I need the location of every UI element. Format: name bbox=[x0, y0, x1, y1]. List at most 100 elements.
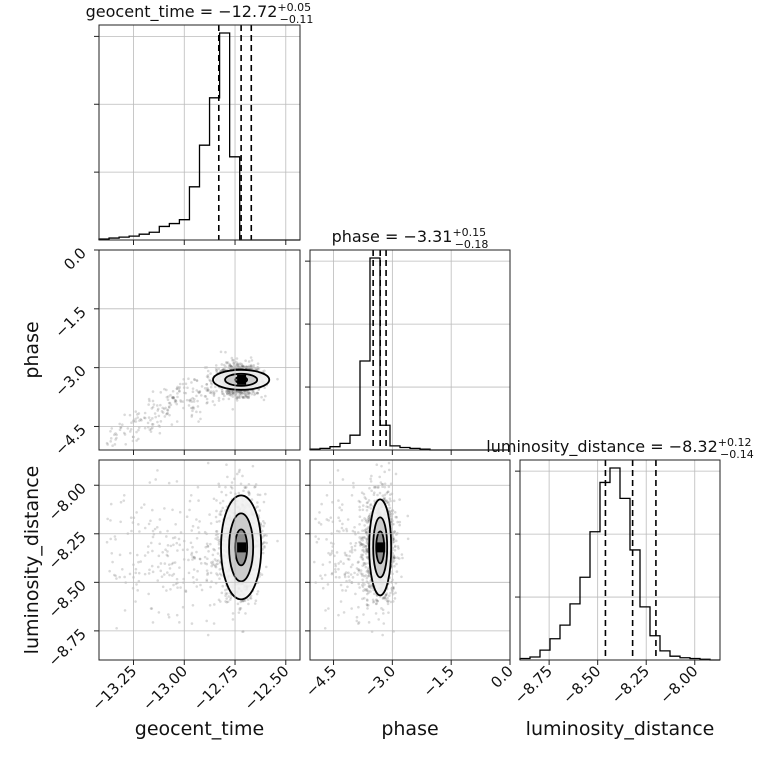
sample-point bbox=[114, 438, 117, 441]
sample-point bbox=[358, 522, 361, 526]
sample-point bbox=[200, 385, 204, 388]
sample-point bbox=[355, 567, 359, 570]
sample-point bbox=[172, 396, 176, 399]
sample-point bbox=[371, 598, 375, 602]
sample-point bbox=[219, 501, 222, 505]
sample-point bbox=[239, 600, 243, 604]
sample-point bbox=[181, 548, 185, 552]
sample-point bbox=[137, 560, 140, 564]
x-tick-label: −1.5 bbox=[420, 662, 458, 700]
sample-point bbox=[147, 397, 151, 401]
sample-point bbox=[350, 548, 354, 552]
sample-point bbox=[365, 505, 369, 508]
sample-point bbox=[240, 391, 243, 394]
sample-point bbox=[212, 392, 216, 396]
sample-point bbox=[366, 607, 369, 610]
sample-point bbox=[217, 559, 220, 562]
sample-point bbox=[237, 390, 241, 394]
sample-point bbox=[139, 417, 142, 421]
sample-point bbox=[361, 564, 364, 567]
sample-point bbox=[394, 515, 398, 519]
sample-point bbox=[364, 547, 368, 551]
sample-point bbox=[364, 588, 368, 592]
sample-point bbox=[151, 405, 155, 409]
sample-point bbox=[106, 517, 109, 521]
sample-point bbox=[224, 350, 227, 354]
sample-point bbox=[368, 486, 371, 490]
sample-point bbox=[388, 497, 392, 501]
sample-point bbox=[171, 389, 175, 393]
sample-point bbox=[224, 594, 227, 597]
sample-point bbox=[158, 518, 162, 521]
sample-point bbox=[186, 548, 189, 551]
sample-point bbox=[240, 362, 243, 366]
sample-point bbox=[325, 493, 329, 497]
sample-point bbox=[359, 541, 362, 545]
sample-point bbox=[237, 363, 241, 367]
sample-point bbox=[227, 595, 230, 598]
sample-point bbox=[170, 574, 174, 577]
sample-point bbox=[222, 368, 225, 372]
sample-point bbox=[241, 364, 245, 367]
sample-point bbox=[216, 535, 220, 539]
sample-point bbox=[356, 561, 360, 564]
sample-point bbox=[242, 630, 245, 633]
sample-point bbox=[181, 382, 185, 386]
sample-point bbox=[206, 386, 209, 390]
sample-point bbox=[254, 368, 258, 371]
sample-point bbox=[256, 391, 260, 395]
sample-point bbox=[188, 508, 191, 512]
sample-point bbox=[365, 549, 368, 553]
sample-point bbox=[262, 398, 266, 402]
sample-point bbox=[361, 572, 364, 576]
sample-point bbox=[263, 521, 266, 525]
sample-point bbox=[359, 542, 363, 546]
sample-point bbox=[392, 630, 395, 633]
sample-point bbox=[240, 391, 244, 395]
sample-point bbox=[243, 486, 247, 489]
sample-point bbox=[198, 390, 201, 394]
sample-point bbox=[190, 551, 194, 555]
sample-point bbox=[229, 394, 233, 397]
sample-point bbox=[206, 461, 210, 465]
sample-point bbox=[167, 395, 170, 398]
sample-point bbox=[212, 390, 215, 393]
sample-point bbox=[187, 404, 191, 407]
sample-point bbox=[338, 530, 341, 533]
sample-point bbox=[143, 554, 147, 557]
sample-point bbox=[193, 378, 196, 381]
sample-point bbox=[229, 364, 233, 368]
sample-point bbox=[215, 559, 218, 563]
sample-point bbox=[150, 564, 154, 568]
x-tick-label: −13.25 bbox=[88, 662, 140, 714]
sample-point bbox=[128, 551, 132, 555]
sample-point bbox=[205, 389, 209, 392]
sample-point bbox=[220, 363, 224, 366]
sample-point bbox=[129, 427, 133, 431]
sample-point bbox=[253, 485, 256, 489]
sample-point bbox=[262, 524, 265, 528]
sample-point bbox=[210, 564, 214, 568]
sample-point bbox=[171, 395, 174, 399]
sample-point bbox=[394, 539, 398, 543]
x-tick-label: −3.0 bbox=[361, 662, 399, 700]
sample-point bbox=[365, 570, 369, 573]
sample-point bbox=[387, 501, 390, 505]
sample-point bbox=[197, 499, 200, 502]
sample-point bbox=[264, 394, 267, 398]
sample-point bbox=[365, 603, 369, 607]
sample-point bbox=[205, 397, 209, 401]
sample-point bbox=[342, 611, 346, 614]
sample-point bbox=[195, 410, 198, 414]
sample-point bbox=[128, 572, 132, 576]
sample-point bbox=[247, 360, 251, 363]
sample-point bbox=[392, 522, 395, 526]
sample-point bbox=[365, 549, 369, 553]
sample-point bbox=[231, 359, 234, 362]
sample-point bbox=[228, 598, 232, 601]
sample-point bbox=[151, 426, 154, 430]
sample-point bbox=[319, 574, 322, 578]
sample-point bbox=[173, 399, 177, 402]
sample-point bbox=[357, 622, 360, 625]
sample-point bbox=[362, 543, 366, 547]
